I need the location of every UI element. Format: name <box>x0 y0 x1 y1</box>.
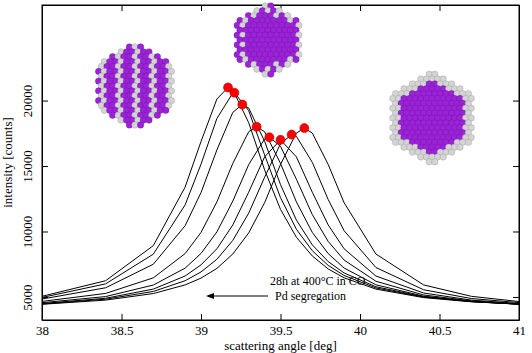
tick-label: 10000 <box>20 216 35 249</box>
peak-marker <box>265 133 274 142</box>
tick-label: 39.5 <box>270 323 293 338</box>
atom <box>163 107 169 113</box>
y-axis-right <box>513 6 520 321</box>
atom <box>284 61 290 67</box>
peak-marker <box>300 124 309 133</box>
tick-label: 38.5 <box>111 323 134 338</box>
annotation: 28h at 400°C in CO <box>270 274 366 288</box>
atom <box>457 144 463 150</box>
tick <box>513 101 519 102</box>
tick-mark <box>440 5 441 11</box>
tick: 38.5 <box>111 314 134 338</box>
tick-label: 5000 <box>20 284 35 310</box>
plot: 38 38.5 39 39.5 40 40.5 41 5000 10000 15000 20000 <box>20 5 526 338</box>
tick: 40 <box>354 314 367 338</box>
peak-marker <box>238 100 247 109</box>
tick: 39 <box>195 314 208 338</box>
tick-mark <box>201 5 202 11</box>
tick-label: 39 <box>195 323 208 338</box>
tick <box>360 5 361 11</box>
particle-illustration <box>95 44 174 128</box>
particle-illustration <box>390 71 475 165</box>
tick-mark <box>42 166 48 167</box>
tick-mark <box>513 231 519 232</box>
atom <box>448 149 454 155</box>
chart: 38 38.5 39 39.5 40 40.5 41 5000 10000 15000 20000 2… <box>0 0 532 353</box>
atom <box>268 71 274 77</box>
curve <box>42 93 519 304</box>
tick-label: 40 <box>354 323 367 338</box>
axis-line <box>42 6 43 321</box>
atom <box>465 139 471 145</box>
tick-mark <box>513 297 519 298</box>
peak-marker <box>276 135 285 144</box>
y-axis-title: intensity [counts] <box>0 117 15 208</box>
atom <box>154 112 160 118</box>
peak-marker <box>252 122 261 131</box>
axis-line <box>43 320 520 321</box>
tick-mark <box>122 314 123 320</box>
tick <box>513 231 519 232</box>
peak-marker <box>230 88 239 97</box>
atom <box>276 66 282 72</box>
tick-mark <box>513 166 519 167</box>
arrow <box>208 296 268 297</box>
tick: 39.5 <box>270 314 293 338</box>
curve <box>42 127 519 304</box>
tick-mark <box>360 5 361 11</box>
tick <box>122 5 123 11</box>
peak-marker <box>287 130 296 139</box>
x-axis-title: scattering angle [deg] <box>224 338 337 353</box>
atom <box>432 159 438 165</box>
plot-frame <box>42 5 519 320</box>
atom <box>293 56 299 62</box>
atom <box>440 154 446 160</box>
curve <box>42 128 519 304</box>
atom <box>137 122 143 128</box>
tick-mark <box>42 231 48 232</box>
arrow-head <box>206 293 214 299</box>
particle-illustration <box>234 3 302 78</box>
curve <box>42 137 519 304</box>
tick <box>513 297 519 298</box>
tick-mark <box>201 314 202 320</box>
atom <box>146 117 152 123</box>
curve <box>42 135 519 304</box>
annotation: Pd segregation <box>275 289 346 303</box>
tick-label: 40.5 <box>429 323 452 338</box>
data-area <box>42 83 519 304</box>
tick-mark <box>440 314 441 320</box>
tick <box>440 5 441 11</box>
tick <box>201 5 202 11</box>
tick-mark <box>281 314 282 320</box>
tick-mark <box>42 101 48 102</box>
axis-line <box>519 6 520 321</box>
tick-label: 20000 <box>20 85 35 118</box>
tick-mark <box>122 5 123 11</box>
tick-mark <box>513 101 519 102</box>
y-axis: 5000 10000 15000 20000 <box>20 6 48 321</box>
tick-label: 38 <box>36 323 49 338</box>
tick: 40.5 <box>429 314 452 338</box>
tick <box>513 166 519 167</box>
tick-mark <box>360 314 361 320</box>
curve <box>42 87 519 304</box>
tick: 15000 <box>20 150 48 183</box>
tick-label: 15000 <box>20 150 35 183</box>
tick: 10000 <box>20 216 48 249</box>
curve <box>42 105 519 305</box>
tick-label: 41 <box>513 323 526 338</box>
x-axis: 38 38.5 39 39.5 40 40.5 41 <box>36 314 526 338</box>
tick: 20000 <box>20 85 48 118</box>
